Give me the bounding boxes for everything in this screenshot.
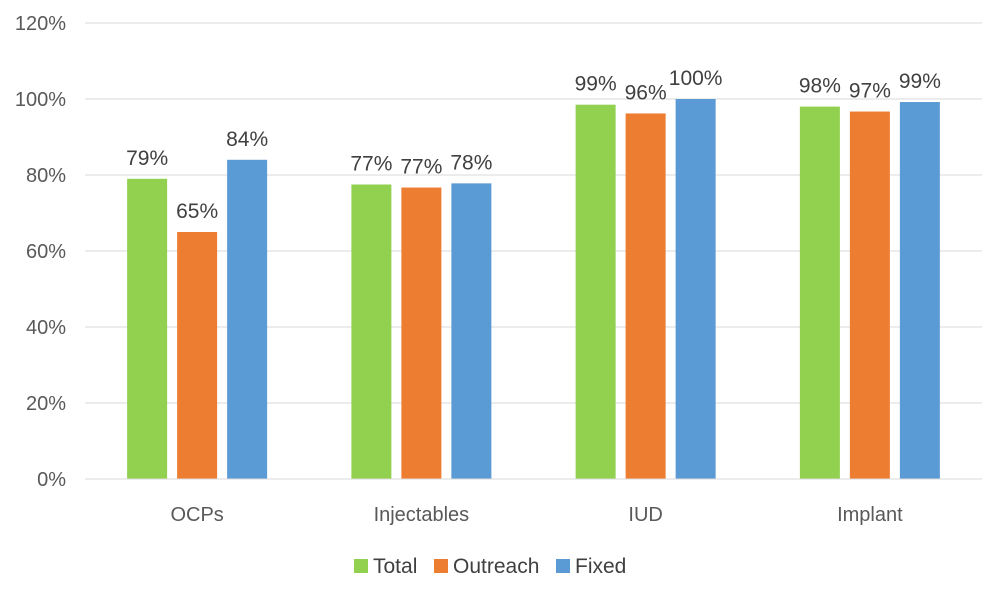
x-tick-label: OCPs <box>170 504 223 526</box>
bar-total-injectables <box>351 184 392 479</box>
data-label: 100% <box>669 67 723 90</box>
legend-swatch <box>434 559 448 573</box>
legend-label: Outreach <box>453 555 539 578</box>
data-label: 96% <box>625 81 667 104</box>
legend-label: Fixed <box>575 555 626 578</box>
data-label: 98% <box>799 75 841 98</box>
gridlines <box>85 22 982 404</box>
y-tick-label: 0% <box>37 469 66 491</box>
y-tick-label: 80% <box>26 165 66 187</box>
data-label: 77% <box>400 156 442 179</box>
bar-outreach-iud <box>625 113 666 479</box>
bar-total-iud <box>575 104 616 479</box>
bar-fixed-implant <box>899 102 940 479</box>
data-labels: 79% 65% 84% 77% 77% 78% 99% 96%100% 98% 97% 99% <box>126 67 941 223</box>
data-label: 99% <box>575 73 617 96</box>
y-tick-label: 60% <box>26 241 66 263</box>
y-tick-label: 40% <box>26 317 66 339</box>
bar-outreach-implant <box>849 111 890 479</box>
data-label: 79% <box>126 147 168 170</box>
bar-total-implant <box>799 106 840 479</box>
bar-total-ocps <box>127 178 168 480</box>
data-label: 97% <box>849 80 891 103</box>
y-axis-tick-labels: 0% 20% 40% 60% 80% 100% 120% <box>15 13 66 491</box>
data-label: 99% <box>899 70 941 93</box>
legend-swatch <box>354 559 368 573</box>
bars <box>127 99 940 480</box>
y-tick-label: 120% <box>15 13 66 35</box>
legend-item-fixed: Fixed <box>556 555 626 578</box>
bar-fixed-iud <box>675 99 716 479</box>
x-tick-label: IUD <box>628 504 662 526</box>
x-tick-label: Injectables <box>374 504 470 526</box>
y-tick-label: 100% <box>15 89 66 111</box>
legend-label: Total <box>373 555 417 578</box>
data-label: 78% <box>450 151 492 174</box>
legend-item-outreach: Outreach <box>434 555 539 578</box>
bar-fixed-ocps <box>227 159 268 480</box>
bar-outreach-injectables <box>401 187 442 480</box>
legend-item-total: Total <box>354 555 417 578</box>
data-label: 77% <box>350 153 392 176</box>
data-label: 65% <box>176 200 218 223</box>
data-label: 84% <box>226 128 268 151</box>
legend: Total Outreach Fixed <box>354 555 626 578</box>
legend-swatch <box>556 559 570 573</box>
x-axis-tick-labels: OCPs Injectables IUD Implant <box>170 504 903 526</box>
y-tick-label: 20% <box>26 393 66 415</box>
x-tick-label: Implant <box>837 504 903 526</box>
bar-fixed-injectables <box>451 183 492 480</box>
bar-outreach-ocps <box>177 232 218 479</box>
